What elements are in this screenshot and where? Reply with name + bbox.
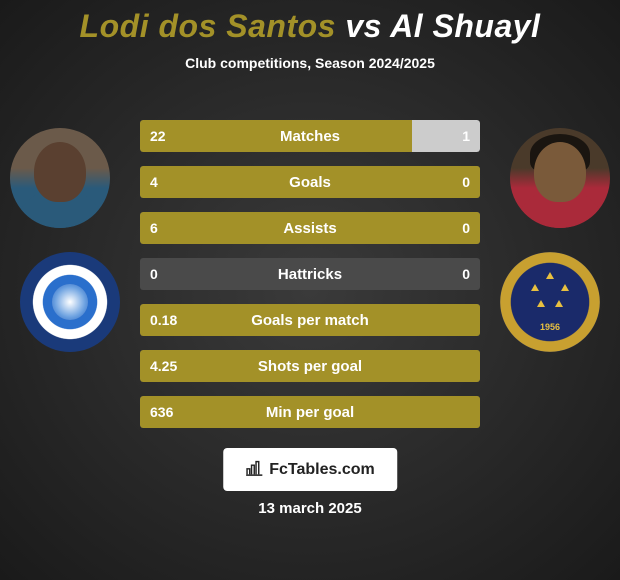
player1-name: Lodi dos Santos (80, 8, 336, 44)
player2-avatar (510, 128, 610, 228)
vs-word: vs (345, 8, 382, 44)
player1-avatar (10, 128, 110, 228)
player2-name: Al Shuayl (390, 8, 540, 44)
stat-label: Min per goal (140, 396, 480, 428)
stat-label: Matches (140, 120, 480, 152)
stat-label: Goals per match (140, 304, 480, 336)
header: Lodi dos Santos vs Al Shuayl Club compet… (0, 0, 620, 71)
stat-row: 4.25Shots per goal (140, 350, 480, 382)
stat-label: Hattricks (140, 258, 480, 290)
stat-row: 636Min per goal (140, 396, 480, 428)
stat-row: 00Hattricks (140, 258, 480, 290)
club2-year: 1956 (500, 322, 600, 332)
date-text: 13 march 2025 (0, 500, 620, 517)
chart-icon (245, 458, 263, 481)
comparison-title: Lodi dos Santos vs Al Shuayl (0, 8, 620, 45)
player2-club-logo: 1956 (500, 252, 600, 352)
stat-label: Assists (140, 212, 480, 244)
stats-bars: 221Matches 40Goals 60Assists 00Hattricks 0.1… (140, 120, 480, 442)
stat-row: 0.18Goals per match (140, 304, 480, 336)
subtitle: Club competitions, Season 2024/2025 (0, 55, 620, 71)
stat-row: 60Assists (140, 212, 480, 244)
stat-row: 221Matches (140, 120, 480, 152)
stat-row: 40Goals (140, 166, 480, 198)
branding-text: FcTables.com (269, 461, 375, 479)
stat-label: Shots per goal (140, 350, 480, 382)
stat-label: Goals (140, 166, 480, 198)
branding-badge: FcTables.com (223, 448, 397, 491)
player1-club-logo (20, 252, 120, 352)
